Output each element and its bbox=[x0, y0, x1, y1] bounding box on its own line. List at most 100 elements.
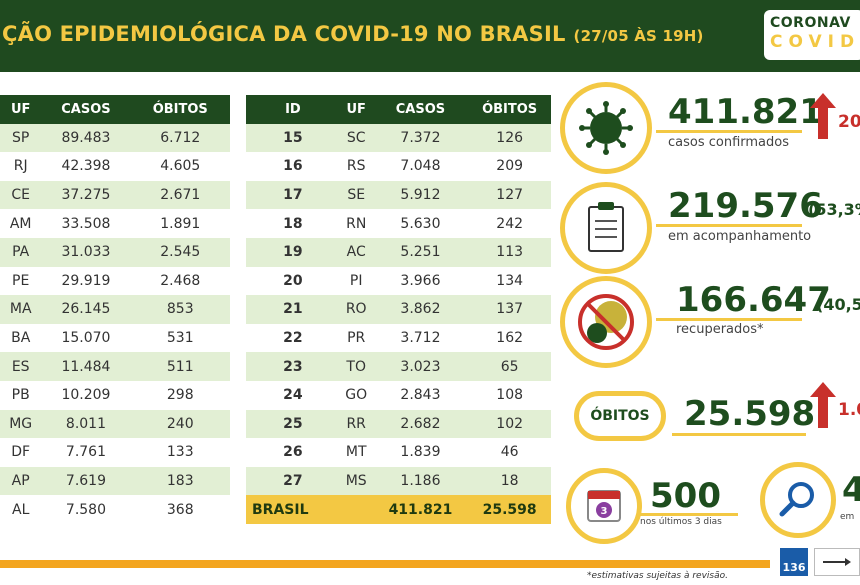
deaths-cell: 2.468 bbox=[130, 266, 230, 296]
column-header: UF bbox=[0, 95, 42, 124]
table-row: PE 29.919 2.468 bbox=[0, 266, 230, 296]
uf-cell: RS bbox=[339, 152, 373, 181]
uf-cell: MG bbox=[0, 409, 42, 439]
column-header: UF bbox=[339, 95, 373, 124]
table-row: 27 MS 1.186 18 bbox=[246, 466, 551, 496]
cases-cell: 3.712 bbox=[372, 323, 469, 353]
uf-cell: SP bbox=[0, 123, 42, 153]
table-row: 16 RS 7.048 209 bbox=[246, 152, 551, 181]
recovered-label: recuperados* bbox=[676, 322, 764, 337]
confirmed-label: casos confirmados bbox=[668, 135, 789, 150]
uf-cell: AM bbox=[0, 209, 42, 238]
cases-cell: 7.048 bbox=[372, 152, 469, 181]
total-row: BRASIL 411.821 25.598 bbox=[246, 495, 551, 524]
deaths-cell: 183 bbox=[130, 466, 230, 496]
magnifier-icon bbox=[760, 462, 836, 538]
recovered-value: 166.647 bbox=[676, 280, 831, 320]
recovered-pct: (40,5% bbox=[816, 295, 860, 314]
id-cell: 26 bbox=[246, 438, 340, 467]
id-cell: 25 bbox=[246, 409, 340, 439]
id-cell: 18 bbox=[246, 209, 340, 238]
id-cell: 22 bbox=[246, 323, 340, 353]
cases-cell: 37.275 bbox=[41, 180, 131, 210]
deaths-cell: 113 bbox=[468, 237, 551, 267]
column-header: ID bbox=[246, 95, 340, 124]
uf-cell: BA bbox=[0, 323, 42, 353]
id-cell: 23 bbox=[246, 352, 340, 381]
table-row: MG 8.011 240 bbox=[0, 409, 230, 439]
uf-cell: PE bbox=[0, 266, 42, 296]
virus-icon bbox=[560, 82, 652, 174]
uf-cell: ES bbox=[0, 352, 42, 381]
cases-cell: 31.033 bbox=[41, 237, 131, 267]
deaths-cell: 209 bbox=[468, 152, 551, 181]
no-virus-icon bbox=[560, 276, 652, 368]
total-cases: 411.821 bbox=[372, 495, 469, 524]
deaths-cell: 4.605 bbox=[130, 152, 230, 181]
table-row: 26 MT 1.839 46 bbox=[246, 438, 551, 467]
total-blank bbox=[339, 495, 373, 524]
table-row: 24 GO 2.843 108 bbox=[246, 380, 551, 410]
deaths-cell: 6.712 bbox=[130, 123, 230, 153]
monitoring-underline bbox=[656, 224, 802, 227]
calendar-badge: 3 bbox=[601, 506, 608, 517]
investigating-label: em bbox=[840, 512, 855, 522]
header-bar bbox=[0, 0, 860, 72]
id-cell: 19 bbox=[246, 237, 340, 267]
uf-cell: GO bbox=[339, 380, 373, 410]
arrow-box bbox=[814, 548, 860, 576]
deaths-cell: 126 bbox=[468, 123, 551, 153]
cases-cell: 3.023 bbox=[372, 352, 469, 381]
confirmed-underline bbox=[656, 130, 802, 133]
recent-underline bbox=[640, 513, 738, 516]
table-row: 21 RO 3.862 137 bbox=[246, 295, 551, 324]
table-row: AM 33.508 1.891 bbox=[0, 209, 230, 238]
confirmed-pct: 20. bbox=[838, 112, 860, 132]
clipboard-icon bbox=[560, 182, 652, 274]
deaths-cell: 162 bbox=[468, 323, 551, 353]
cases-cell: 5.912 bbox=[372, 180, 469, 210]
deaths-cell: 46 bbox=[468, 438, 551, 467]
table-row: PB 10.209 298 bbox=[0, 380, 230, 410]
footer-stripe bbox=[0, 560, 770, 568]
cases-cell: 3.966 bbox=[372, 266, 469, 296]
deaths-underline bbox=[672, 433, 806, 436]
deaths-cell: 298 bbox=[130, 380, 230, 410]
uf-cell: SC bbox=[339, 123, 373, 153]
recovered-underline bbox=[656, 318, 802, 321]
cases-cell: 29.919 bbox=[41, 266, 131, 296]
states-table-2: ID UF CASOS ÓBITOS 15 SC 7.372 126 16 RS 7.048 209… bbox=[246, 95, 551, 524]
cases-cell: 89.483 bbox=[41, 123, 131, 153]
deaths-cell: 127 bbox=[468, 180, 551, 210]
total-label: BRASIL bbox=[246, 495, 340, 524]
cases-cell: 33.508 bbox=[41, 209, 131, 238]
table-row: DF 7.761 133 bbox=[0, 438, 230, 467]
up-arrow-icon bbox=[810, 93, 836, 139]
table-header-row: UF CASOS ÓBITOS bbox=[0, 95, 230, 124]
table-row: SP 89.483 6.712 bbox=[0, 123, 230, 153]
cases-cell: 7.761 bbox=[41, 438, 131, 467]
cases-cell: 7.372 bbox=[372, 123, 469, 153]
table-header-row: ID UF CASOS ÓBITOS bbox=[246, 95, 551, 124]
table-row: 23 TO 3.023 65 bbox=[246, 352, 551, 381]
uf-cell: RR bbox=[339, 409, 373, 439]
id-cell: 16 bbox=[246, 152, 340, 181]
title-date: (27/05 ÀS 19H) bbox=[573, 27, 704, 45]
monitoring-label: em acompanhamento bbox=[668, 229, 812, 244]
table-row: MA 26.145 853 bbox=[0, 295, 230, 324]
cases-cell: 5.251 bbox=[372, 237, 469, 267]
deaths-cell: 137 bbox=[468, 295, 551, 324]
cases-cell: 2.843 bbox=[372, 380, 469, 410]
coronavirus-logo: CORONAV COVID bbox=[764, 10, 860, 60]
footnote: *estimativas sujeitas à revisão. bbox=[587, 571, 728, 581]
deaths-cell: 108 bbox=[468, 380, 551, 410]
deaths-cell: 18 bbox=[468, 466, 551, 496]
deaths-cell: 2.671 bbox=[130, 180, 230, 210]
uf-cell: AP bbox=[0, 466, 42, 496]
cases-cell: 7.619 bbox=[41, 466, 131, 496]
uf-cell: TO bbox=[339, 352, 373, 381]
total-deaths: 25.598 bbox=[468, 495, 551, 524]
table-row: RJ 42.398 4.605 bbox=[0, 152, 230, 181]
cases-cell: 42.398 bbox=[41, 152, 131, 181]
id-cell: 21 bbox=[246, 295, 340, 324]
